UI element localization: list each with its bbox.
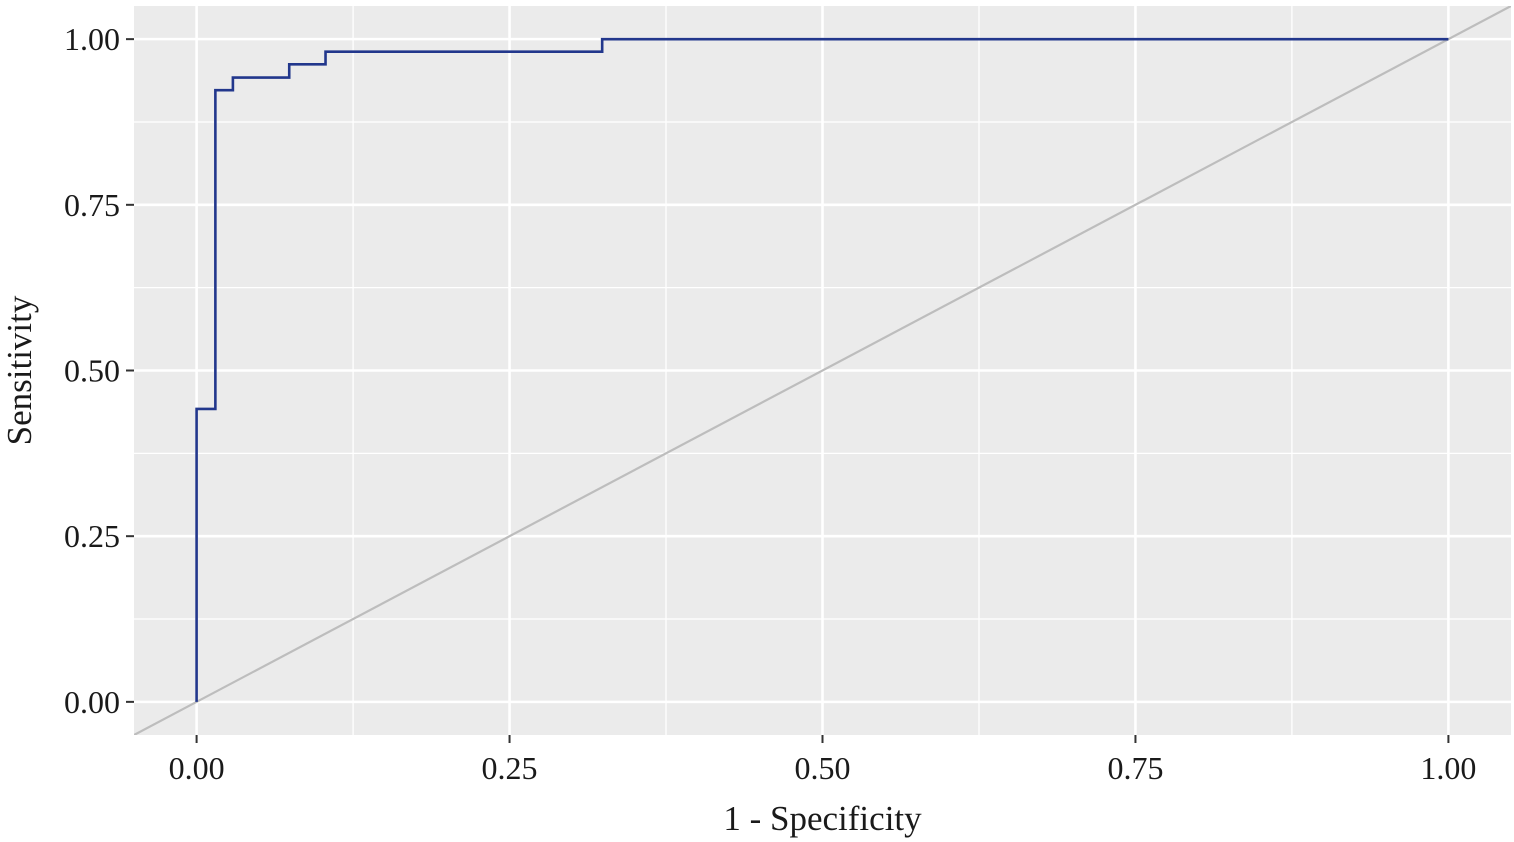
y-tick-label: 0.75 bbox=[64, 187, 120, 223]
x-tick-label: 0.50 bbox=[795, 750, 851, 786]
x-tick-label: 0.25 bbox=[482, 750, 538, 786]
y-tick-label: 1.00 bbox=[64, 21, 120, 57]
y-tick-label: 0.00 bbox=[64, 684, 120, 720]
x-tick-label: 1.00 bbox=[1420, 750, 1476, 786]
y-axis-ticks: 0.00 0.25 0.50 0.75 1.00 bbox=[64, 21, 134, 720]
y-tick-label: 0.25 bbox=[64, 518, 120, 554]
x-tick-label: 0.75 bbox=[1107, 750, 1163, 786]
y-tick-label: 0.50 bbox=[64, 353, 120, 389]
roc-curve bbox=[195, 37, 1449, 702]
reference-diagonal-line bbox=[134, 6, 1511, 735]
x-axis-ticks: 0.00 0.25 0.50 0.75 1.00 bbox=[169, 735, 1476, 786]
series-layer bbox=[134, 6, 1511, 735]
x-axis-title: 1 - Specificity bbox=[723, 799, 922, 838]
y-axis-title: Sensitivity bbox=[0, 295, 39, 445]
x-tick-label: 0.00 bbox=[169, 750, 225, 786]
